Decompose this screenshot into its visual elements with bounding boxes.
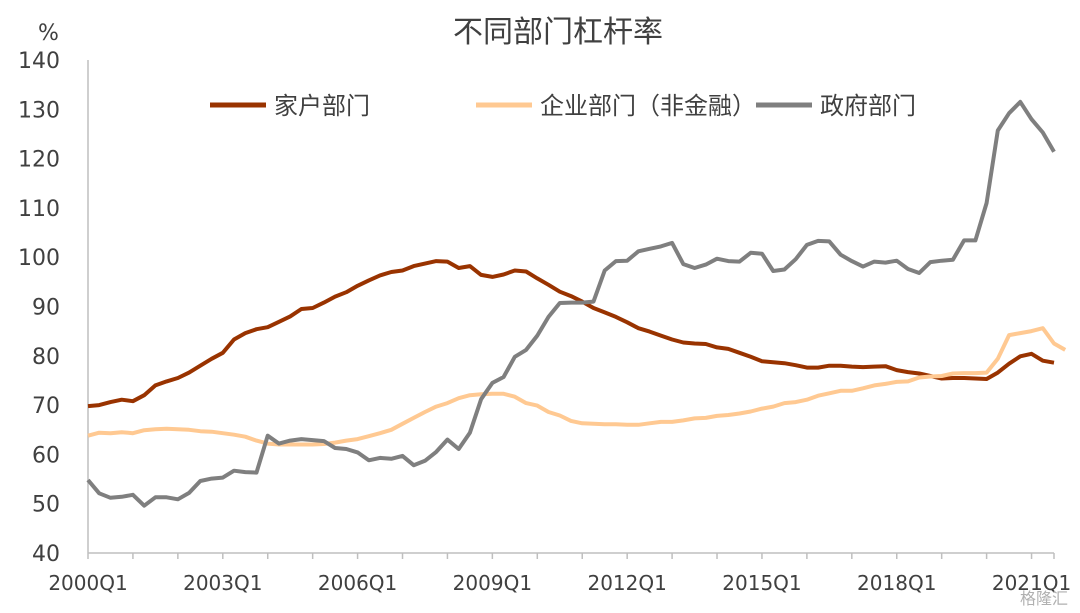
x-tick-label: 2000Q1: [48, 571, 127, 595]
series-line-2: [86, 99, 1056, 508]
watermark-text: 格隆汇: [1020, 589, 1068, 608]
x-axis: 2000Q1 2003Q1 2006Q1 2009Q1 2012Q1 2015Q1 2018…: [48, 60, 1071, 595]
legend-label-1: 企业部门（非金融）: [540, 92, 756, 120]
y-tick-label: 90: [32, 296, 60, 321]
y-tick-label: 130: [18, 98, 60, 123]
x-tick-label: 2006Q1: [318, 571, 397, 595]
legend-label-0: 家户部门: [274, 92, 370, 120]
legend: 家户部门 企业部门（非金融） 政府部门: [210, 92, 916, 120]
y-tick-label: 60: [32, 443, 60, 468]
y-tick-label: 40: [32, 542, 60, 567]
x-tick-label: 2021Q1: [992, 571, 1071, 595]
y-tick-label: 80: [32, 345, 60, 370]
legend-label-2: 政府部门: [820, 92, 916, 120]
series-lines: [86, 99, 1067, 508]
chart-title: 不同部门杠杆率: [453, 15, 663, 50]
series-line-0: [87, 259, 1055, 409]
y-tick-label: 140: [18, 49, 60, 74]
y-tick-label: 110: [18, 197, 60, 222]
y-tick-label: 100: [18, 246, 60, 271]
y-tick-label: 70: [32, 394, 60, 419]
y-tick-label: 120: [18, 148, 60, 173]
y-tick-label: 50: [32, 493, 60, 518]
x-tick-label: 2003Q1: [183, 571, 262, 595]
x-tick-label: 2012Q1: [587, 571, 666, 595]
x-tick-label: 2009Q1: [453, 571, 532, 595]
y-unit-label: %: [38, 21, 59, 46]
y-axis-ticks: 40 50 60 70 80 90 100 110 120 130 140: [18, 49, 60, 567]
x-tick-label: 2018Q1: [857, 571, 936, 595]
series-line-1: [87, 326, 1067, 447]
x-tick-label: 2015Q1: [722, 571, 801, 595]
